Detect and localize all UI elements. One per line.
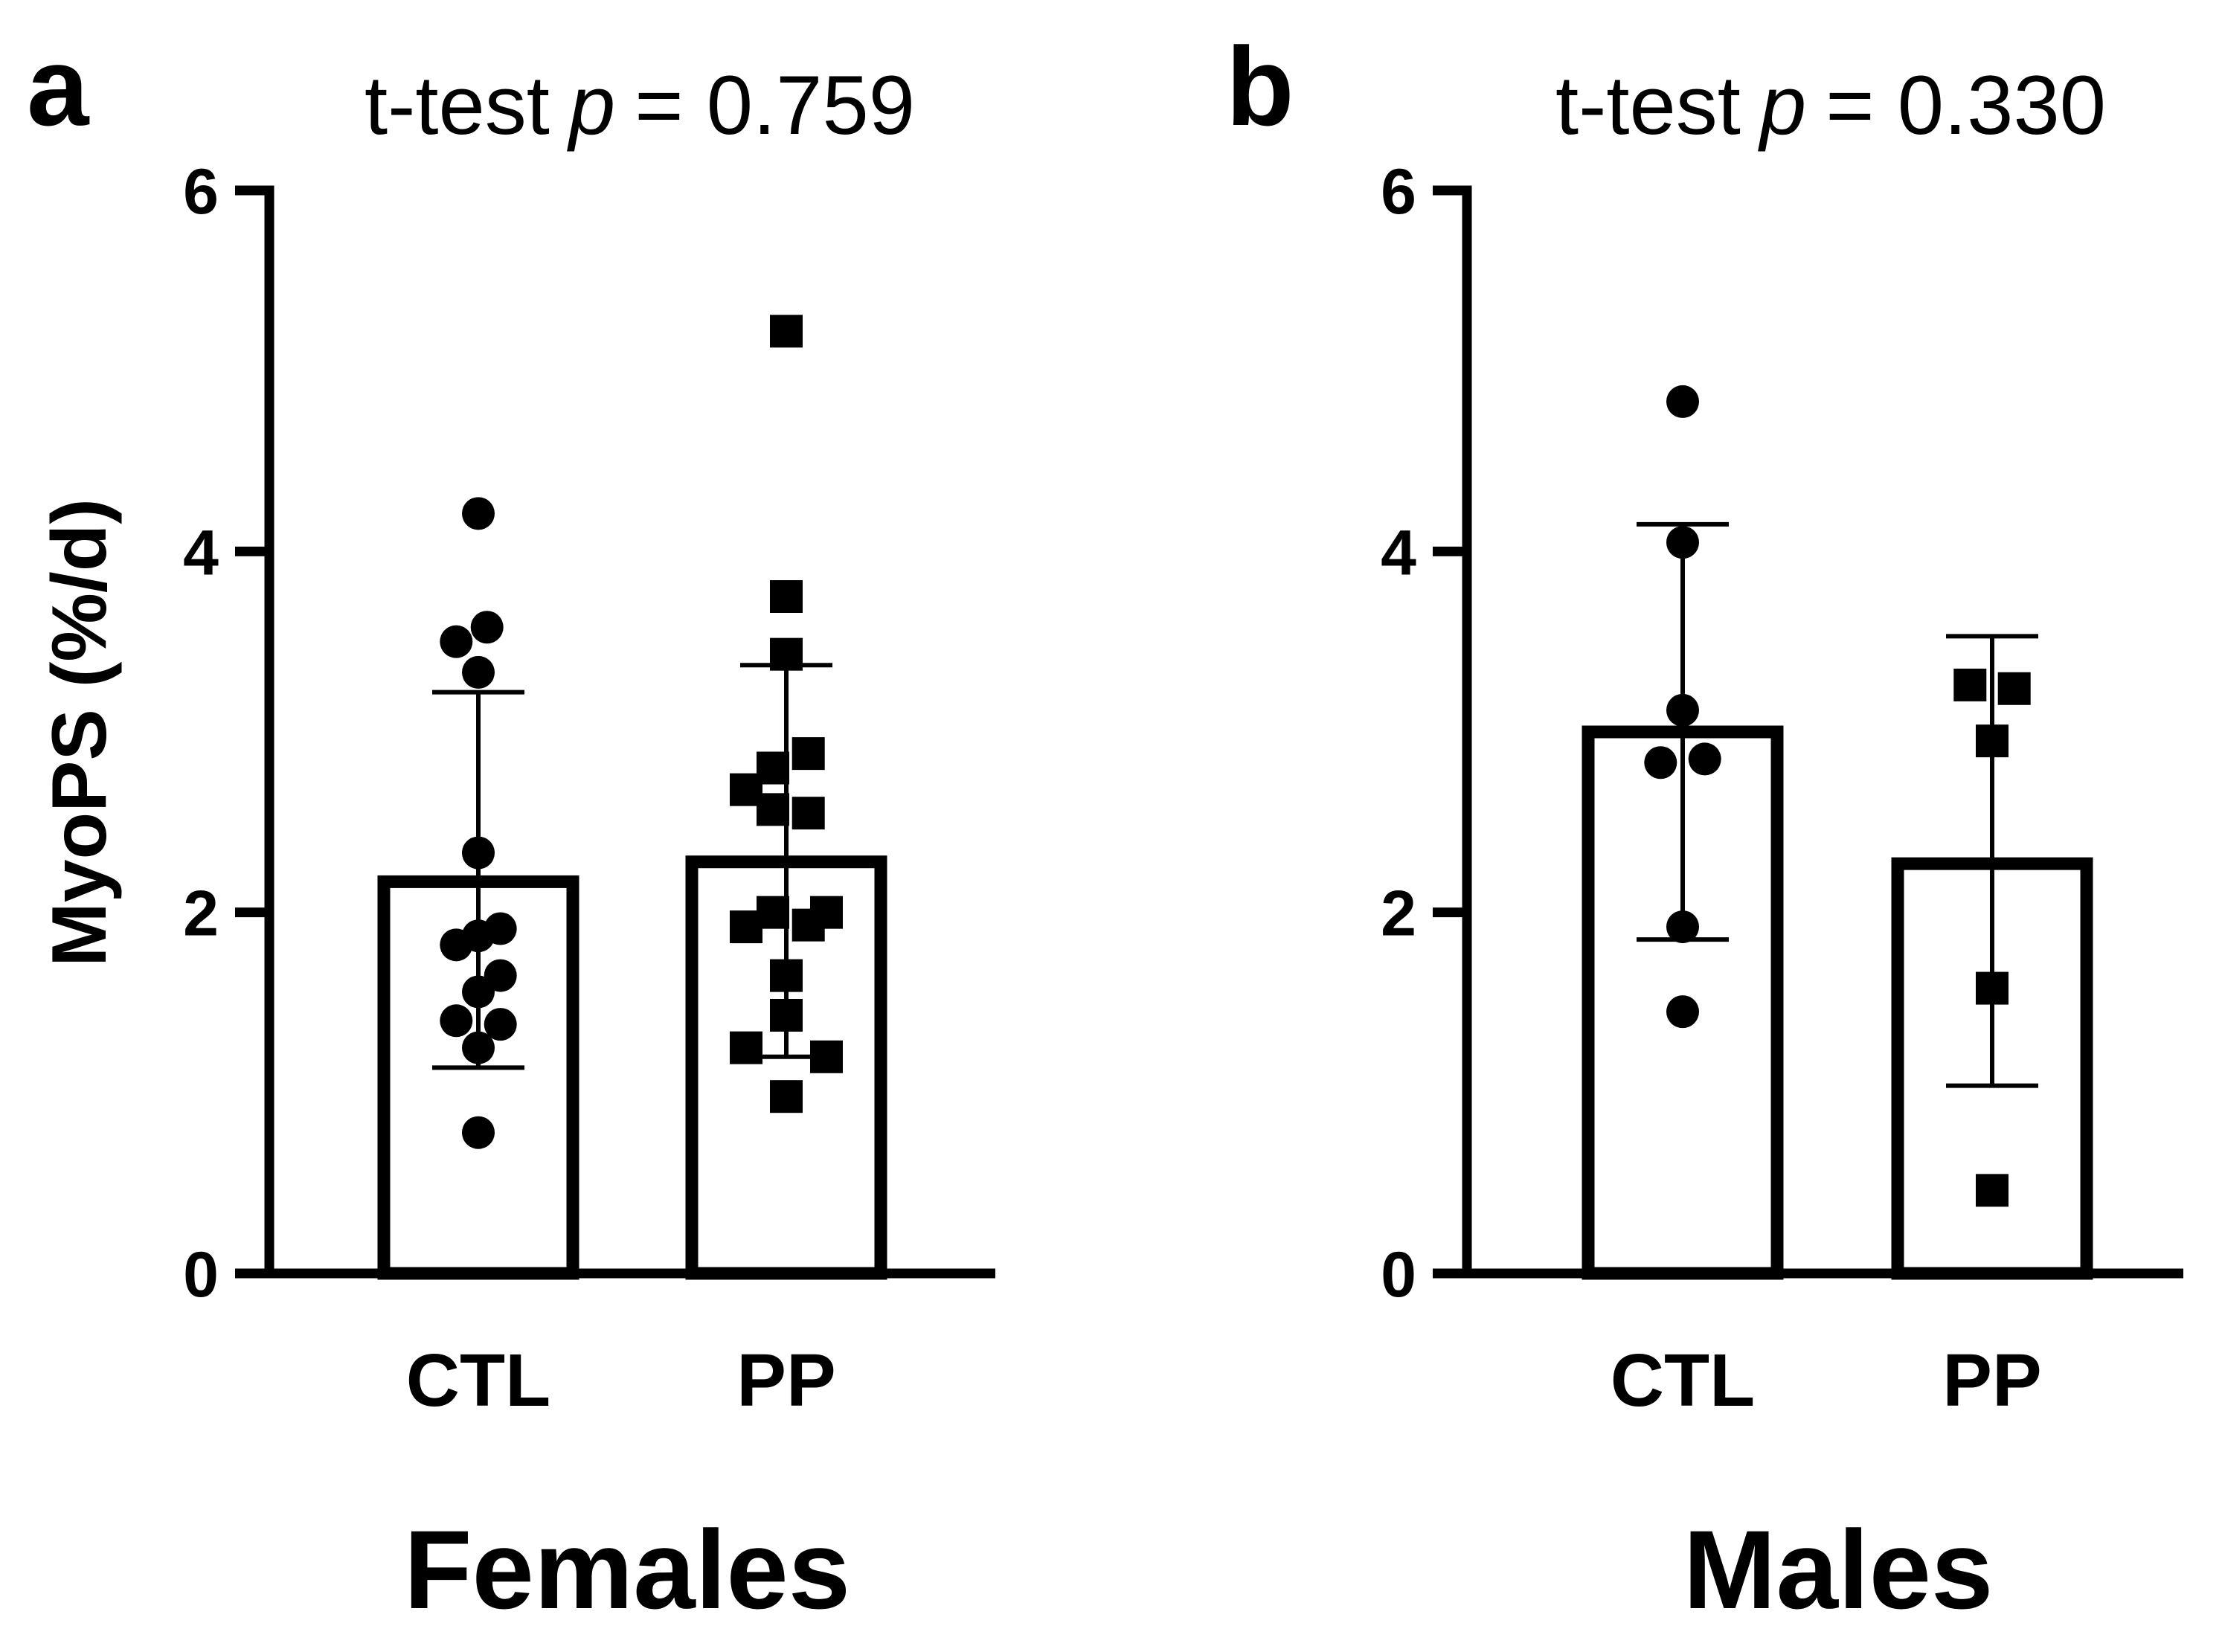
data-point	[484, 912, 517, 945]
y-tick-label: 2	[1381, 878, 1416, 950]
data-point	[730, 910, 762, 944]
data-point	[770, 580, 803, 613]
x-tick-label: PP	[736, 1339, 835, 1422]
y-tick-label: 0	[183, 1239, 219, 1311]
x-tick-label: CTL	[1611, 1339, 1755, 1422]
y-tick-label: 6	[1381, 156, 1416, 228]
error-bars	[432, 663, 832, 1070]
data-point	[470, 611, 504, 644]
panel-a: a t-test p = 0.759 MyoPS (%/d) 0 2 4 6 CTL PP F…	[27, 24, 995, 1632]
data-point	[440, 1004, 473, 1038]
bars	[1582, 725, 2093, 1280]
panel-letter: b	[1226, 24, 1294, 149]
data-point	[1976, 1174, 2009, 1207]
data-point	[484, 959, 517, 992]
data-point	[1644, 746, 1677, 780]
data-point	[484, 1008, 517, 1041]
x-axis-label: Males	[1683, 1507, 1994, 1632]
y-tick-label: 4	[1381, 517, 1416, 588]
data-point	[1953, 668, 1987, 701]
data-points	[1644, 385, 2031, 1207]
data-point	[1688, 742, 1721, 776]
data-point	[757, 793, 789, 826]
y-tick-label: 0	[1381, 1239, 1416, 1311]
axes	[1433, 185, 2183, 1279]
panel-title: t-test p = 0.330	[1555, 59, 2106, 152]
panel-title: t-test p = 0.759	[365, 59, 915, 152]
data-point	[462, 497, 495, 530]
x-tick-label: PP	[1942, 1339, 2041, 1422]
y-axis-label: MyoPS (%/d)	[36, 498, 123, 967]
data-point	[770, 315, 803, 348]
y-tick-label: 2	[183, 878, 219, 950]
panel-letter: a	[27, 24, 90, 149]
tick-labels: 0 2 4 6 CTL PP	[183, 156, 836, 1422]
data-point	[1666, 995, 1699, 1029]
x-tick-label: CTL	[406, 1339, 550, 1422]
data-point	[810, 896, 843, 929]
data-points	[440, 315, 843, 1149]
data-point	[791, 797, 825, 830]
x-axis-label: Females	[404, 1507, 850, 1632]
data-point	[1666, 385, 1699, 418]
data-point	[791, 737, 825, 771]
data-point	[1997, 672, 2031, 705]
y-tick-label: 6	[183, 156, 219, 228]
data-point	[462, 1116, 495, 1149]
panel-b: b t-test p = 0.330 0 2 4 6 CTL PP Males	[1226, 24, 2183, 1632]
tick-labels: 0 2 4 6 CTL PP	[1381, 156, 2042, 1422]
y-tick-label: 4	[183, 517, 219, 588]
data-point	[462, 655, 495, 689]
data-point	[440, 625, 473, 658]
error-bars	[1637, 521, 2038, 1088]
data-point	[730, 1031, 762, 1064]
data-point	[770, 1080, 803, 1113]
